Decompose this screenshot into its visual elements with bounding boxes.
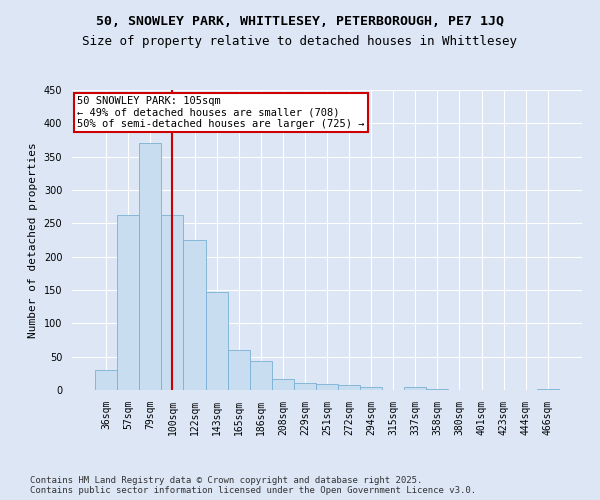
Bar (184, 240, 206, 390)
Bar (537, 388, 559, 390)
Bar (227, 350, 250, 390)
Bar (294, 384, 316, 390)
Bar (95, 370, 117, 390)
Y-axis label: Number of detached properties: Number of detached properties (28, 142, 38, 338)
Text: Contains HM Land Registry data © Crown copyright and database right 2025.
Contai: Contains HM Land Registry data © Crown c… (30, 476, 476, 495)
Bar (117, 216, 139, 390)
Bar (250, 360, 272, 390)
Bar (139, 144, 161, 390)
Text: 50 SNOWLEY PARK: 105sqm
← 49% of detached houses are smaller (708)
50% of semi-d: 50 SNOWLEY PARK: 105sqm ← 49% of detache… (77, 96, 365, 129)
Bar (206, 292, 227, 390)
Text: Size of property relative to detached houses in Whittlesey: Size of property relative to detached ho… (83, 35, 517, 48)
Bar (316, 384, 338, 390)
Bar (338, 386, 360, 390)
Text: 50, SNOWLEY PARK, WHITTLESEY, PETERBOROUGH, PE7 1JQ: 50, SNOWLEY PARK, WHITTLESEY, PETERBOROU… (96, 15, 504, 28)
Bar (272, 380, 294, 390)
Bar (404, 386, 427, 390)
Bar (161, 216, 184, 390)
Bar (360, 386, 382, 390)
